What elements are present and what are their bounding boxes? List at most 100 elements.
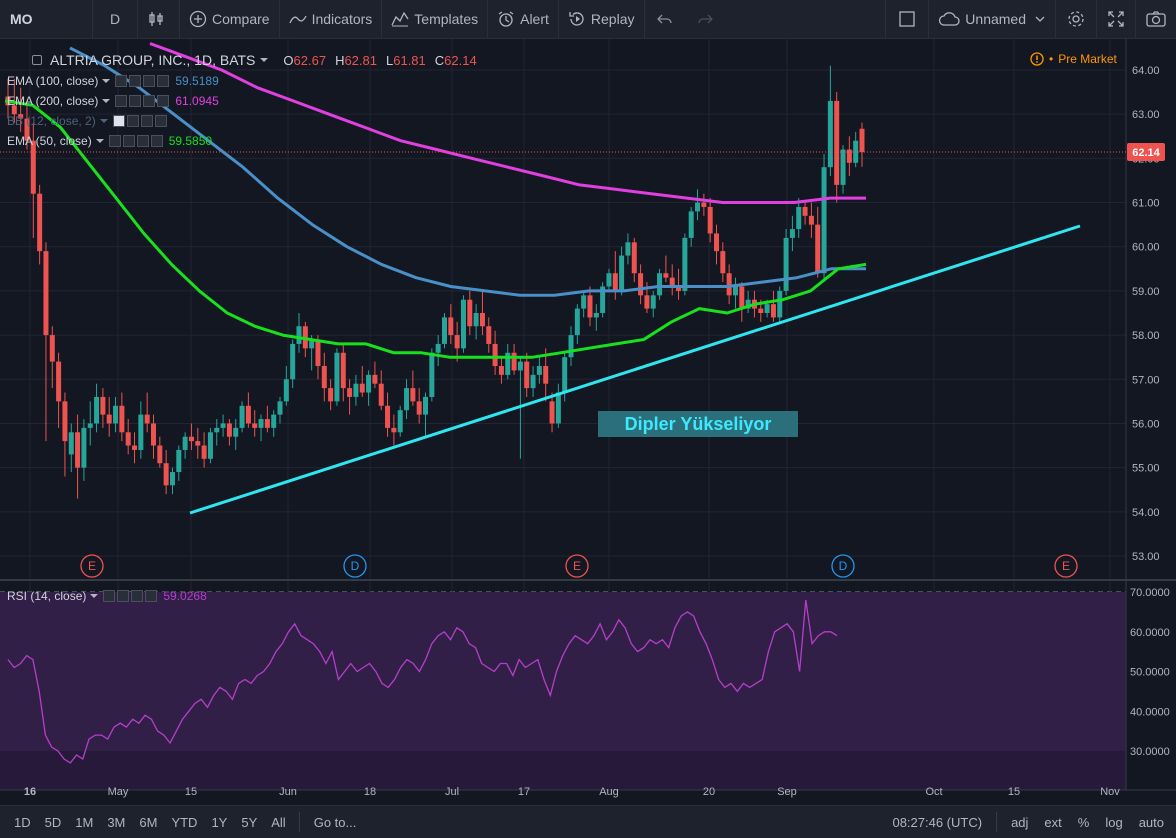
close-icon[interactable] (157, 95, 170, 107)
event-marker[interactable]: E (80, 554, 104, 578)
candle (378, 370, 384, 411)
undo-icon (656, 14, 672, 24)
close-icon[interactable] (154, 115, 167, 127)
pre-market-indicator[interactable]: • Pre Market (1030, 52, 1117, 66)
log-toggle[interactable]: log (1105, 814, 1123, 830)
caret-down-icon[interactable] (95, 137, 105, 145)
candle (726, 264, 732, 305)
candle-body (258, 419, 264, 428)
gear-icon[interactable] (129, 75, 142, 87)
candle (372, 361, 378, 389)
range-button[interactable]: All (271, 814, 286, 830)
settings-button[interactable] (1056, 0, 1096, 38)
plus-icon[interactable] (143, 95, 156, 107)
eye-icon[interactable] (108, 135, 121, 147)
annotation-box[interactable]: Dipler Yükseliyor (598, 411, 798, 437)
adj-toggle[interactable]: adj (1011, 814, 1029, 830)
templates-button[interactable]: Templates (382, 0, 487, 38)
candle (207, 427, 213, 464)
snapshot-button[interactable] (1136, 0, 1176, 38)
candle (138, 401, 144, 459)
compare-label: Compare (212, 11, 270, 27)
plus-icon[interactable] (131, 590, 144, 602)
range-button[interactable]: YTD (171, 814, 198, 830)
caret-down-icon[interactable] (101, 77, 111, 85)
layout-name-button[interactable]: Unnamed (929, 0, 1055, 38)
interval-button[interactable]: D (109, 11, 121, 27)
legend-ema-50[interactable]: EMA (50, close) 59.5850 (7, 134, 212, 148)
candle-body (378, 383, 384, 406)
rsi-tick-label: 40.0000 (1130, 706, 1170, 718)
legend-ema-100[interactable]: EMA (100, close) 59.5189 (7, 74, 219, 88)
fullscreen-button[interactable] (1097, 0, 1135, 38)
range-button[interactable]: 1Y (211, 814, 228, 830)
candle-body (56, 361, 62, 402)
percent-toggle[interactable]: % (1077, 814, 1090, 830)
legend-rsi[interactable]: RSI (14, close) 59.0268 (7, 589, 207, 603)
candle (226, 419, 232, 446)
eye-icon[interactable] (103, 590, 116, 602)
close-icon[interactable] (157, 75, 170, 87)
candle (695, 189, 701, 221)
range-button[interactable]: 5Y (241, 814, 258, 830)
candle (714, 224, 720, 265)
fullscreen-select-button[interactable] (886, 0, 928, 38)
close-icon[interactable] (145, 590, 158, 602)
caret-down-icon[interactable] (101, 97, 111, 105)
event-marker[interactable]: E (1054, 554, 1078, 578)
symbol-search[interactable]: MO (10, 11, 33, 27)
clock[interactable]: 08:27:46 (UTC) (892, 814, 983, 830)
eye-off-icon[interactable] (112, 115, 125, 127)
price-tick-label: 63.00 (1132, 109, 1160, 121)
event-marker[interactable]: D (831, 554, 855, 578)
candle-body (296, 326, 302, 344)
candle-body (106, 414, 112, 424)
plus-icon[interactable] (140, 115, 153, 127)
caret-down-icon[interactable] (99, 117, 109, 125)
chart-style-button[interactable] (138, 0, 179, 38)
event-marker[interactable]: E (565, 554, 589, 578)
gear-icon[interactable] (129, 95, 142, 107)
caret-down-icon[interactable] (259, 56, 269, 64)
goto-button[interactable]: Go to... (313, 814, 357, 830)
legend-bb[interactable]: BB (12, close, 2) (7, 114, 173, 128)
close-icon[interactable] (150, 135, 163, 147)
trend-line[interactable] (189, 224, 1081, 515)
plus-icon[interactable] (136, 135, 149, 147)
symbol-title[interactable]: ALTRIA GROUP, INC., 1D, BATS (50, 52, 256, 68)
redo-button[interactable] (685, 0, 725, 38)
indicators-button[interactable]: Indicators (280, 0, 382, 38)
candle (290, 339, 296, 389)
range-button[interactable]: 3M (107, 814, 126, 830)
eye-icon[interactable] (115, 75, 128, 87)
eye-icon[interactable] (115, 95, 128, 107)
collapse-icon[interactable] (32, 55, 42, 65)
range-button[interactable]: 1D (14, 814, 31, 830)
event-marker[interactable]: D (343, 554, 367, 578)
undo-button[interactable] (645, 0, 685, 38)
compare-button[interactable]: Compare (180, 0, 279, 38)
open-label: O (283, 52, 294, 68)
ext-toggle[interactable]: ext (1044, 814, 1062, 830)
gear-icon[interactable] (122, 135, 135, 147)
auto-toggle[interactable]: auto (1138, 814, 1164, 830)
candle-body (195, 441, 201, 446)
caret-down-icon[interactable] (89, 592, 99, 600)
gear-icon[interactable] (126, 115, 139, 127)
time-tick-label: 15 (1008, 786, 1020, 798)
range-button[interactable]: 5D (44, 814, 62, 830)
gear-icon[interactable] (117, 590, 130, 602)
range-button[interactable]: 6M (139, 814, 158, 830)
legend-ema-200[interactable]: EMA (200, close) 61.0945 (7, 94, 219, 108)
alert-button[interactable]: Alert (488, 0, 558, 38)
range-button[interactable]: 1M (75, 814, 94, 830)
candle-body (701, 202, 707, 207)
event-circle (831, 554, 855, 578)
candle-body (619, 255, 625, 291)
plus-icon[interactable] (143, 75, 156, 87)
replay-button[interactable]: Replay (559, 0, 644, 38)
chart-area[interactable]: 53.00 54.00 55.00 56.00 57.00 58.00 59.00 60.00… (0, 39, 1176, 805)
rsi-line (7, 599, 838, 764)
candle-body (732, 286, 738, 296)
candle-body (119, 405, 125, 433)
